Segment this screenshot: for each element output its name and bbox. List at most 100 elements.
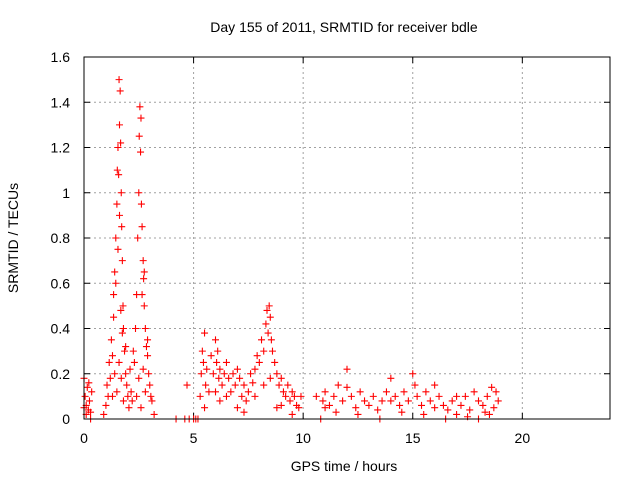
data-point: [111, 370, 119, 378]
data-point: [319, 397, 327, 405]
data-point: [365, 401, 373, 409]
data-point: [122, 370, 130, 378]
data-point: [418, 401, 426, 409]
data-point: [114, 245, 122, 253]
data-point: [343, 365, 351, 373]
data-point: [483, 392, 491, 400]
data-point: [218, 381, 226, 389]
data-point: [146, 381, 154, 389]
data-point: [117, 139, 125, 147]
data-point: [139, 365, 147, 373]
data-point: [83, 383, 91, 391]
data-point: [387, 374, 395, 382]
data-point: [448, 397, 456, 405]
data-point: [431, 404, 439, 412]
data-point: [354, 410, 362, 418]
data-point: [240, 381, 248, 389]
data-point: [229, 370, 237, 378]
data-point: [435, 392, 443, 400]
data-point: [266, 313, 274, 321]
data-point: [136, 103, 144, 111]
x-tick-label: 10: [295, 430, 311, 446]
data-point: [126, 365, 134, 373]
data-point: [227, 388, 235, 396]
data-point: [295, 404, 303, 412]
data-point: [222, 358, 230, 366]
data-point: [135, 189, 143, 197]
data-point: [212, 388, 219, 396]
data-point: [148, 397, 156, 405]
data-point: [258, 336, 266, 344]
data-point: [134, 234, 142, 242]
data-point: [356, 388, 364, 396]
data-point: [332, 408, 340, 416]
data-point: [199, 358, 207, 366]
chart-title: Day 155 of 2011, SRMTID for receiver bdl…: [210, 19, 478, 35]
data-point: [339, 397, 347, 405]
x-tick-label: 5: [190, 430, 198, 446]
data-point: [140, 302, 148, 310]
data-point: [284, 381, 292, 389]
data-point: [244, 388, 252, 396]
data-point: [297, 392, 305, 400]
data-point: [116, 121, 124, 129]
data-points-layer: [80, 76, 502, 423]
data-point: [140, 275, 148, 283]
data-point: [117, 306, 125, 314]
data-point: [115, 358, 123, 366]
data-point: [118, 257, 126, 265]
data-point: [213, 358, 221, 366]
data-point: [106, 374, 114, 382]
data-point: [147, 392, 155, 400]
data-point: [102, 401, 110, 409]
y-tick-label: 1.6: [51, 49, 71, 65]
y-axis-label: SRMTID / TECUs: [5, 183, 21, 293]
data-point: [265, 302, 273, 310]
data-point: [488, 383, 496, 391]
data-point: [203, 365, 211, 373]
data-point: [216, 365, 224, 373]
data-point: [214, 347, 222, 355]
data-point: [404, 397, 412, 405]
data-point: [81, 392, 89, 400]
y-tick-label: 0.4: [51, 321, 71, 337]
data-point: [387, 397, 395, 405]
data-point: [107, 336, 115, 344]
data-point: [369, 392, 377, 400]
data-point: [233, 365, 241, 373]
data-point: [321, 404, 329, 412]
data-point: [413, 392, 421, 400]
data-point: [115, 76, 123, 84]
data-point: [286, 397, 294, 405]
data-point: [247, 370, 255, 378]
data-point: [116, 211, 124, 219]
data-point: [396, 401, 404, 409]
data-point: [115, 171, 123, 179]
y-tick-label: 1.4: [51, 94, 71, 110]
data-point: [481, 408, 489, 416]
data-point: [201, 329, 209, 337]
data-point: [108, 352, 116, 360]
data-point: [216, 397, 224, 405]
data-point: [135, 132, 143, 140]
data-point: [420, 410, 428, 418]
data-point: [273, 404, 281, 412]
data-point: [233, 404, 241, 412]
data-point: [255, 358, 263, 366]
data-point: [288, 388, 296, 396]
data-point: [85, 397, 93, 405]
data-point: [135, 374, 143, 382]
data-point: [238, 392, 246, 400]
data-point: [103, 381, 111, 389]
data-point: [119, 302, 127, 310]
data-point: [145, 370, 153, 378]
data-point: [141, 325, 149, 332]
data-point: [142, 343, 150, 351]
data-point: [100, 410, 108, 418]
data-point: [201, 404, 209, 412]
data-point: [110, 291, 118, 299]
data-point: [352, 404, 360, 412]
x-tick-label: 0: [80, 430, 88, 446]
data-point: [111, 268, 119, 276]
data-point: [312, 392, 320, 400]
